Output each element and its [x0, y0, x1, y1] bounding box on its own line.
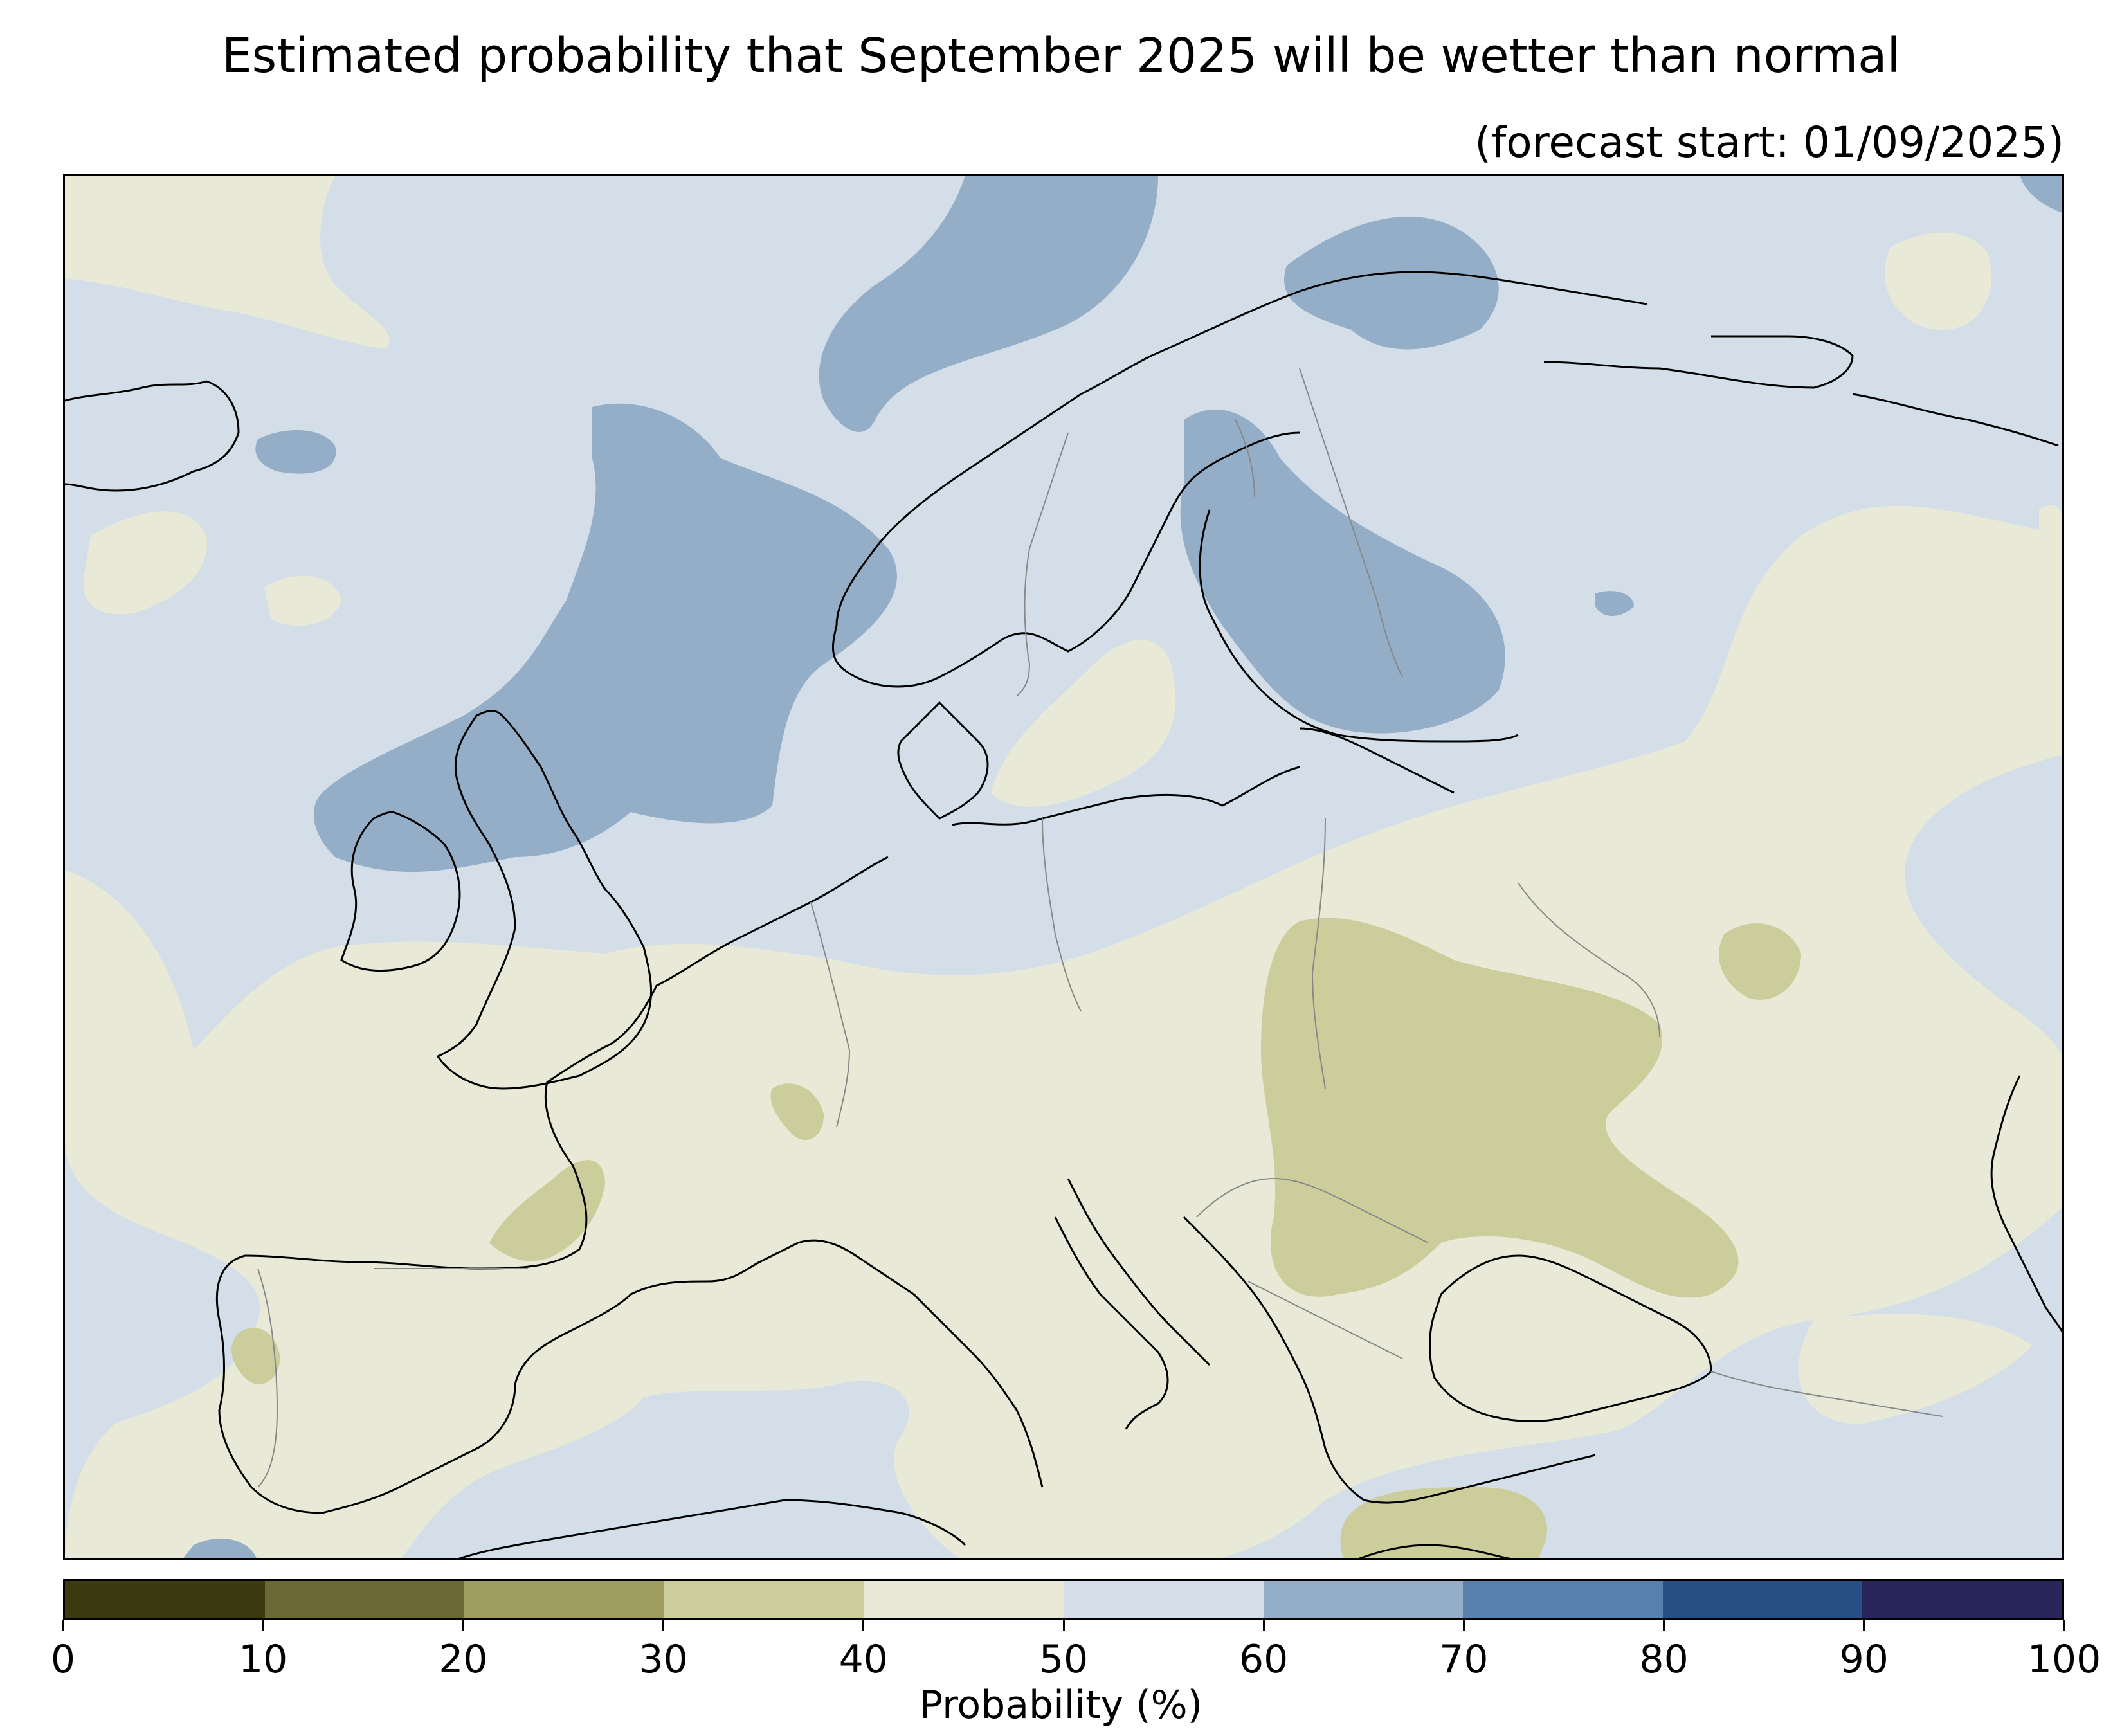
- border-norway-sweden: [1016, 432, 1069, 697]
- forecast-start-label: (forecast start: 01/09/2025): [1474, 118, 2064, 167]
- tan-atlantic-west: [83, 511, 208, 615]
- colorbar-tick-mark: [1663, 1620, 1665, 1631]
- colorbar-tick-mark: [1262, 1620, 1265, 1631]
- tan-sweden-south: [991, 640, 1176, 807]
- blue-russia-lake: [1595, 591, 1634, 616]
- coast-north-africa: [458, 1499, 966, 1558]
- colorbar-tick-label: 0: [50, 1637, 76, 1682]
- colorbar-bin-90-100: [1862, 1581, 2062, 1618]
- blue-corner-se: [183, 1538, 257, 1558]
- colorbar-tick-mark: [1062, 1620, 1065, 1631]
- coast-iceland: [65, 380, 240, 492]
- probability-map: [63, 174, 2064, 1560]
- coast-scandinavia: [832, 271, 1647, 688]
- colorbar-bin-0-10: [65, 1581, 265, 1618]
- coast-denmark: [897, 701, 989, 820]
- colorbar-tick-mark: [1462, 1620, 1465, 1631]
- blue-atlantic-small: [255, 430, 336, 474]
- colorbar-bin-30-40: [664, 1581, 864, 1618]
- blue-corner-ne: [2020, 176, 2062, 213]
- olive-france-small: [770, 1083, 824, 1140]
- coast-turkey: [1358, 1454, 1596, 1558]
- colorbar-tick-mark: [262, 1620, 264, 1631]
- coast-baltic-south: [952, 727, 1455, 826]
- colorbar-tick-label: 70: [1439, 1637, 1489, 1682]
- colorbar-bin-20-30: [464, 1581, 664, 1618]
- olive-iberia-north: [489, 1160, 605, 1261]
- coast-ireland: [340, 811, 461, 972]
- colorbar-tick-mark: [662, 1620, 665, 1631]
- border-ukraine-russia: [1518, 882, 1660, 1038]
- coast-great-britain: [436, 710, 653, 1090]
- olive-turkey: [1340, 1487, 1547, 1558]
- olive-iberia-west: [231, 1328, 280, 1384]
- colorbar-tick-label: 50: [1038, 1637, 1089, 1682]
- coast-europe-continent: [215, 856, 1044, 1514]
- border-sweden-finland: [1235, 419, 1255, 498]
- border-poland-ukraine: [1311, 818, 1326, 1089]
- colorbar-bin-80-90: [1662, 1581, 1863, 1618]
- coast-balkans-greece: [1183, 1216, 1442, 1504]
- colorbar-tick-label: 90: [1839, 1637, 1889, 1682]
- tan-russia-north: [1884, 232, 1992, 330]
- olive-russia-small: [1719, 923, 1801, 1000]
- chart-title: Estimated probability that September 202…: [221, 28, 1901, 84]
- colorbar-tick-label: 10: [239, 1637, 288, 1682]
- colorbar-tick-label: 30: [639, 1637, 688, 1682]
- coast-caspian: [1990, 1075, 2062, 1334]
- colorbar-tick-mark: [1863, 1620, 1865, 1631]
- tan-north-atlantic: [65, 176, 390, 349]
- tan-iberia-med-region: [65, 505, 2062, 1558]
- border-spain-portugal: [257, 1268, 278, 1488]
- colorbar-tick-label: 20: [439, 1637, 488, 1682]
- olive-ukraine-blacksea: [1261, 918, 1739, 1298]
- colorbar-tick-mark: [462, 1620, 464, 1631]
- blue-baltic-finland: [1180, 409, 1505, 734]
- colorbar-tick-label: 100: [2027, 1637, 2101, 1682]
- border-balkans-south: [1247, 1281, 1403, 1359]
- colorbar-bin-60-70: [1263, 1581, 1464, 1618]
- colorbar-tick-mark: [2063, 1620, 2065, 1631]
- border-finland-russia: [1299, 368, 1403, 678]
- colorbar-bin-50-60: [1063, 1581, 1264, 1618]
- border-balkans: [1196, 1177, 1429, 1243]
- border-caucasus: [1710, 1371, 1943, 1417]
- band-60-70: [183, 176, 2062, 1558]
- blue-norwegian-sea: [819, 176, 1158, 432]
- coastlines: [65, 271, 2062, 1558]
- colorbar-tick-label: 40: [839, 1637, 888, 1682]
- national-borders: [257, 368, 1943, 1488]
- tan-russia-east-small: [2039, 505, 2062, 554]
- colorbar-tick-label: 60: [1239, 1637, 1289, 1682]
- coast-italy: [1054, 1178, 1211, 1430]
- band-40-50: [65, 176, 2062, 1558]
- border-france-germany: [810, 901, 851, 1128]
- colorbar-tick-mark: [862, 1620, 865, 1631]
- colorbar-bin-70-80: [1463, 1581, 1663, 1618]
- colorbar-label: Probability (%): [919, 1683, 1203, 1728]
- tan-caucasus-east: [1798, 1314, 2033, 1424]
- colorbar-tick-mark: [62, 1620, 64, 1631]
- coast-russia-north: [1543, 335, 2059, 447]
- map-canvas: [65, 176, 2062, 1558]
- colorbar-bin-40-50: [864, 1581, 1064, 1618]
- band-30-40: [231, 918, 1801, 1558]
- colorbar-tick-label: 80: [1639, 1637, 1689, 1682]
- tan-atlantic-small: [264, 575, 341, 626]
- blue-north-sea-uk: [313, 403, 897, 873]
- border-germany-poland: [1042, 818, 1082, 1012]
- coast-finland: [1199, 509, 1519, 743]
- colorbar-bin-10-20: [264, 1581, 465, 1618]
- colorbar: [63, 1579, 2064, 1620]
- coast-black-sea: [1429, 1254, 1712, 1422]
- blue-barents-kola: [1284, 216, 1499, 350]
